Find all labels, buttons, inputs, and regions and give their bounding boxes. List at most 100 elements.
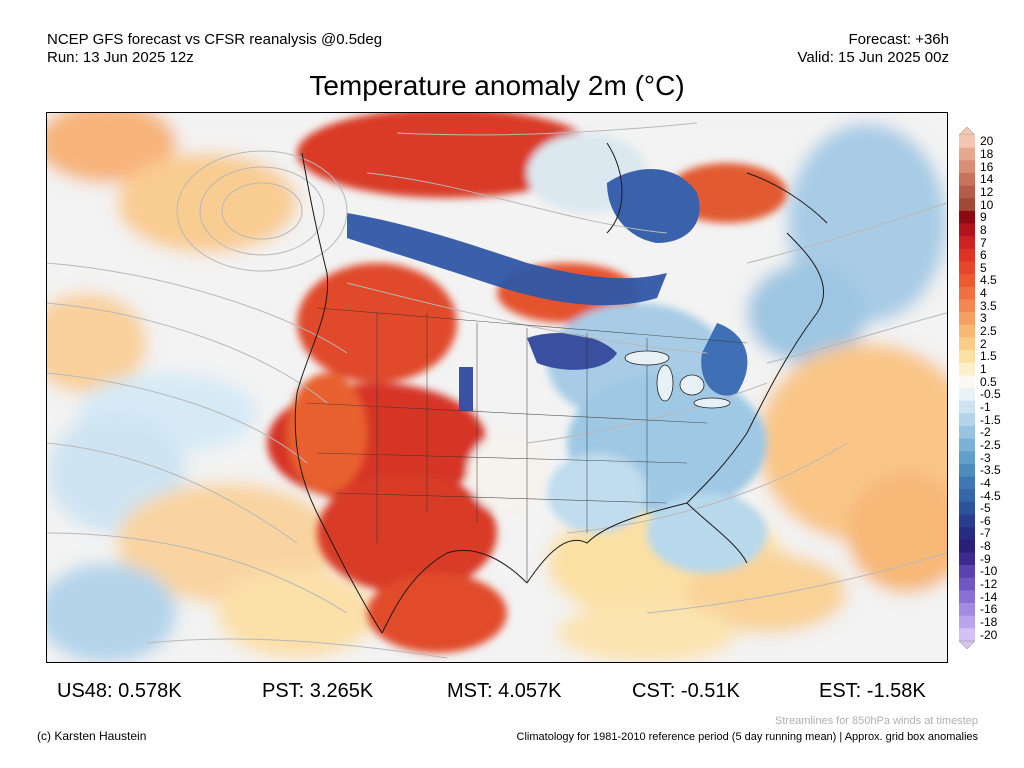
coastlines: [294, 142, 828, 634]
region-anomaly-value: 3.265K: [309, 680, 374, 702]
colorbar-tick-label: -6: [980, 513, 991, 528]
colorbar-cell: [959, 388, 975, 401]
colorbar-tick-label: 7: [980, 235, 987, 250]
valid-time: Valid: 15 Jun 2025 00z: [797, 49, 949, 66]
colorbar-cell: [959, 451, 975, 465]
region-stat: MST: 4.057K: [447, 680, 562, 703]
colorbar-cell: [959, 501, 975, 515]
colorbar-cell: [959, 539, 975, 553]
colorbar-cell: [959, 274, 975, 288]
colorbar-max-arrow: [959, 127, 975, 136]
region-anomaly-value: 0.578K: [118, 680, 182, 702]
region-stat: US48: 0.578K: [57, 680, 182, 703]
colorbar-tick-label: -7: [980, 526, 991, 541]
colorbar-cell: [959, 185, 975, 199]
colorbar: [959, 127, 975, 649]
colorbar-tick-label: -14: [980, 589, 998, 604]
colorbar-cell: [959, 413, 975, 427]
colorbar-cell: [959, 350, 975, 363]
cold-anomaly-bands: [347, 169, 748, 411]
map-title: Temperature anomaly 2m (°C): [309, 70, 685, 101]
colorbar-tick-label: -8: [980, 539, 991, 554]
colorbar-tick-label: -4: [980, 475, 991, 490]
anomaly-map: [46, 112, 948, 663]
colorbar-cell: [959, 223, 975, 237]
region-name: PST:: [262, 680, 310, 702]
colorbar-cell: [959, 615, 975, 629]
colorbar-tick-label: 20: [980, 134, 994, 149]
colorbar-cell: [959, 425, 975, 439]
colorbar-tick-label: -5: [980, 501, 991, 516]
colorbar-cell: [959, 261, 975, 275]
colorbar-tick-label: -0.5: [980, 387, 1001, 402]
colorbar-tick-label: 9: [980, 210, 987, 225]
colorbar-cell: [959, 476, 975, 490]
colorbar-cells: [959, 127, 975, 649]
colorbar-cell: [959, 590, 975, 604]
colorbar-tick-label: -9: [980, 551, 991, 566]
ocean-anomalies: [47, 113, 947, 662]
colorbar-tick-label: 12: [980, 184, 994, 199]
region-name: US48:: [57, 680, 119, 702]
colorbar-cell: [959, 172, 975, 186]
colorbar-cell: [959, 210, 975, 224]
regional-mean-anomalies: US48: 0.578K PST: 3.265K MST: 4.057K CST: -…: [0, 680, 1024, 706]
colorbar-tick-label: 2: [980, 336, 987, 351]
colorbar-tick-label: 18: [980, 146, 994, 161]
colorbar-tick-label: -16: [980, 602, 998, 617]
colorbar-cell: [959, 135, 975, 148]
colorbar-cell: [959, 147, 975, 161]
colorbar-cell: [959, 248, 975, 262]
colorbar-cell: [959, 337, 975, 351]
run-time: Run: 13 Jun 2025 12z: [47, 49, 194, 66]
colorbar-cell: [959, 312, 975, 326]
colorbar-cell: [959, 438, 975, 452]
state-borders: [306, 307, 748, 583]
colorbar-tick-label: 14: [980, 172, 994, 187]
colorbar-tick-label: 0.5: [980, 374, 997, 389]
region-anomaly-value: -0.51K: [680, 680, 740, 702]
colorbar-cell: [959, 463, 975, 477]
region-stat: CST: -0.51K: [632, 680, 740, 703]
region-name: CST:: [632, 680, 681, 702]
streamlines: [47, 122, 947, 659]
colorbar-cell: [959, 628, 975, 642]
colorbar-tick-label: 6: [980, 248, 987, 263]
anomaly-map-graphic: [47, 113, 947, 662]
colorbar-tick-label: -18: [980, 615, 998, 630]
colorbar-min-arrow: [959, 640, 975, 649]
colorbar-cell: [959, 489, 975, 503]
colorbar-tick-label: -1: [980, 399, 991, 414]
colorbar-tick-label: 5: [980, 260, 987, 275]
run-info: NCEP GFS forecast vs CFSR reanalysis @0.…: [47, 31, 382, 67]
forecast-info: Forecast: +36h Valid: 15 Jun 2025 00z: [797, 31, 949, 67]
colorbar-tick-label: -4.5: [980, 488, 1001, 503]
colorbar-tick-label: 1: [980, 362, 987, 377]
colorbar-cell: [959, 400, 975, 414]
colorbar-cell: [959, 375, 975, 389]
colorbar-tick-label: -3.5: [980, 463, 1001, 478]
region-stat: PST: 3.265K: [262, 680, 373, 703]
colorbar-tick-label: -2.5: [980, 437, 1001, 452]
colorbar-cell: [959, 565, 975, 579]
streamlines-note: Streamlines for 850hPa winds at timestep: [775, 715, 978, 727]
colorbar-tick-label: -3: [980, 450, 991, 465]
colorbar-cell: [959, 362, 975, 376]
climatology-note: Climatology for 1981-2010 reference peri…: [516, 731, 978, 743]
colorbar-cell: [959, 198, 975, 212]
colorbar-cell: [959, 286, 975, 300]
region-anomaly-value: -1.58K: [866, 680, 926, 702]
colorbar-tick-label: 2.5: [980, 324, 997, 339]
colorbar-cell: [959, 299, 975, 313]
colorbar-tick-label: 8: [980, 222, 987, 237]
model-description: NCEP GFS forecast vs CFSR reanalysis @0.…: [47, 31, 383, 48]
colorbar-tick-label: 3.5: [980, 298, 997, 313]
region-name: EST:: [819, 680, 867, 702]
colorbar-tick-label: 3: [980, 311, 987, 326]
region-anomaly-value: 4.057K: [498, 680, 562, 702]
colorbar-tick-label: -12: [980, 577, 998, 592]
colorbar-tick-label: -1.5: [980, 412, 1001, 427]
colorbar-cell: [959, 324, 975, 338]
region-name: MST:: [447, 680, 499, 702]
colorbar-cell: [959, 577, 975, 591]
